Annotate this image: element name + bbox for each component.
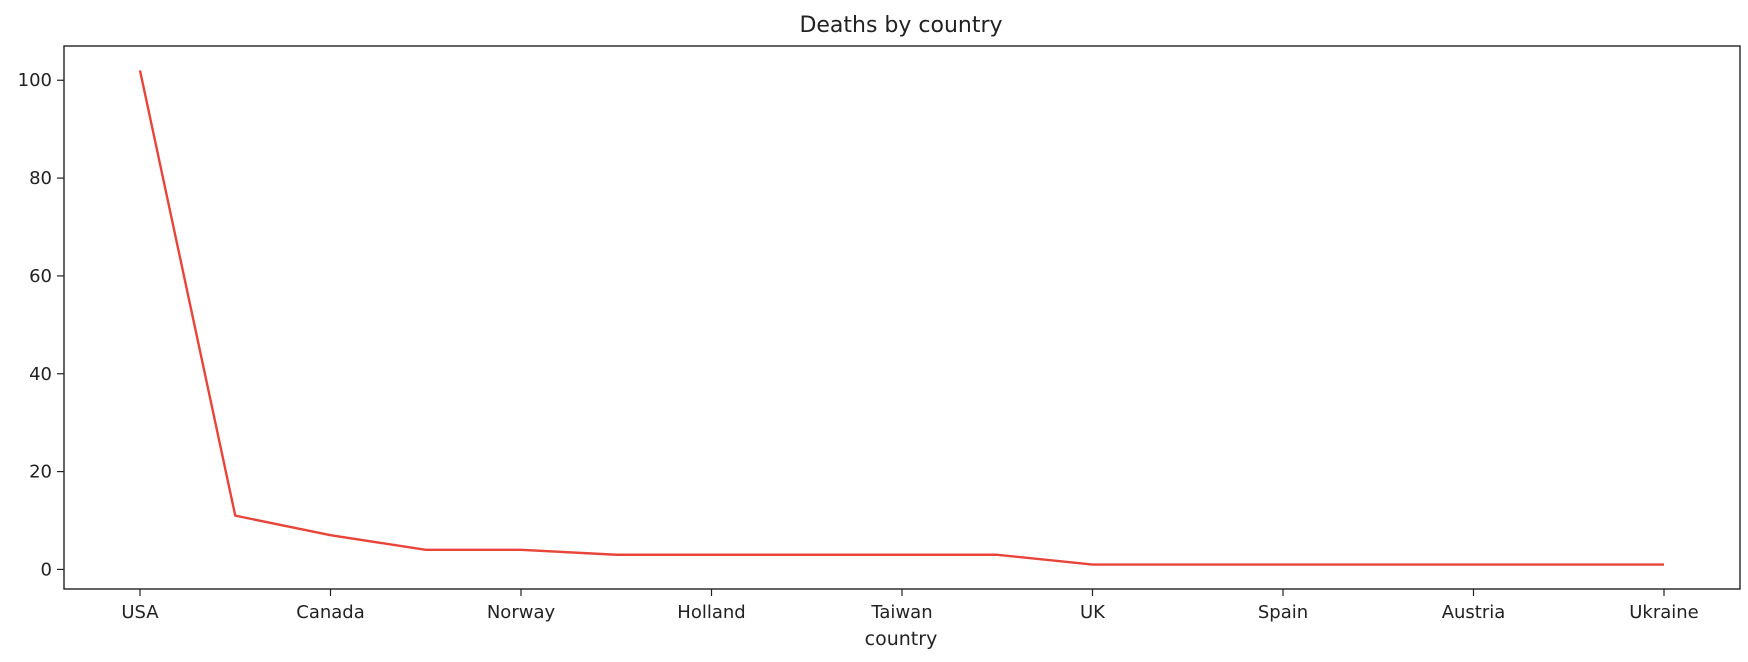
y-axis: 0 20 40 60 80 100 — [18, 70, 64, 580]
x-axis: USA Canada Norway Holland Taiwan UK Spain Austr… — [121, 589, 1699, 623]
y-tick-label: 60 — [29, 266, 52, 287]
x-tick-label: UK — [1080, 602, 1106, 623]
x-tick-label: Austria — [1442, 602, 1506, 623]
chart-title: Deaths by country — [799, 13, 1002, 38]
x-tick-label: Spain — [1258, 602, 1308, 623]
x-tick-label: USA — [121, 602, 159, 623]
y-tick-label: 40 — [29, 364, 52, 385]
x-tick-label: Canada — [296, 602, 365, 623]
y-tick-label: 0 — [41, 559, 52, 580]
plot-area-frame — [63, 45, 1741, 590]
y-tick-label: 100 — [18, 70, 52, 91]
x-tick-label: Holland — [677, 602, 745, 623]
y-tick-label: 20 — [29, 462, 52, 483]
y-tick-label: 80 — [29, 168, 52, 189]
series-layer — [138, 70, 1665, 566]
x-tick-label: Norway — [487, 602, 556, 623]
x-axis-title: country — [865, 628, 938, 650]
x-tick-label: Taiwan — [870, 602, 932, 623]
series-line — [138, 70, 1664, 566]
x-tick-label: Ukraine — [1629, 602, 1699, 623]
